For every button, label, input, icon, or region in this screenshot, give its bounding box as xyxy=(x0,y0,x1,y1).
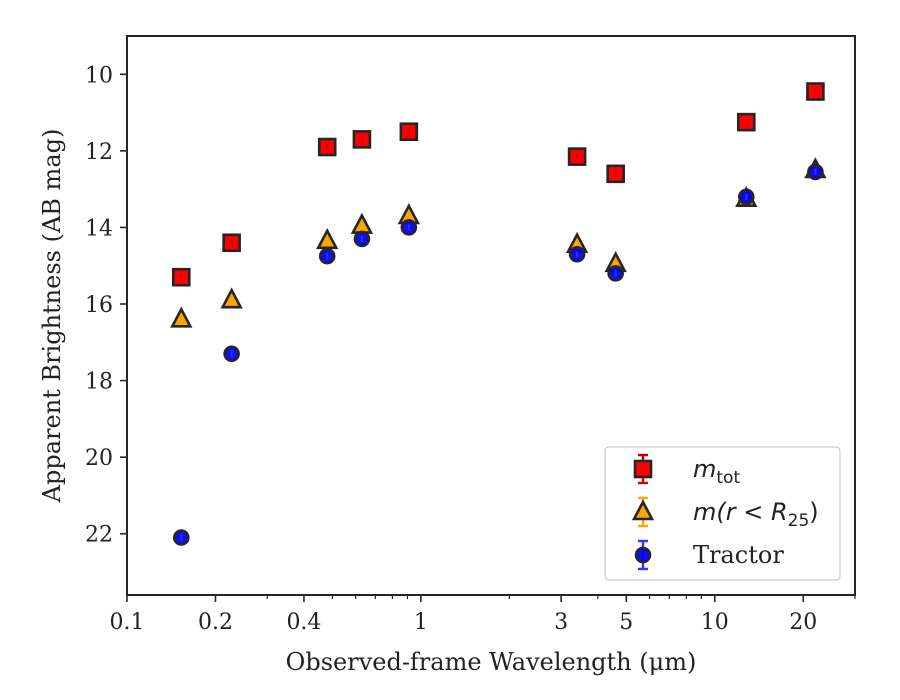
y-tick-label: 18 xyxy=(85,370,113,395)
x-tick-label: 0.1 xyxy=(110,610,145,635)
x-tick-label: 3 xyxy=(554,610,568,635)
legend-entry: m(r < R25) xyxy=(631,496,819,531)
y-tick-label: 16 xyxy=(85,293,113,318)
series-1-points xyxy=(170,157,827,328)
y-tick-label: 12 xyxy=(85,140,113,165)
legend-entry: Tractor xyxy=(634,539,784,571)
series-2-points xyxy=(172,163,824,546)
legend-entry: mtot xyxy=(633,453,740,488)
y-axis-label: Apparent Brightness (AB mag) xyxy=(38,129,66,504)
data-markers xyxy=(170,82,827,546)
y-tick-label: 20 xyxy=(85,446,113,471)
y-tick-label: 10 xyxy=(85,63,113,88)
legend-circle-marker xyxy=(634,546,652,564)
legend-label: mtot xyxy=(693,455,740,488)
y-tick-label: 14 xyxy=(85,216,113,241)
series-0-points xyxy=(171,82,825,287)
y-tick-label: 22 xyxy=(85,523,113,548)
legend: mtot m(r < R25) Tractor xyxy=(604,446,841,581)
x-tick-label: 10 xyxy=(701,610,729,635)
x-tick-label: 0.2 xyxy=(198,610,233,635)
legend-box xyxy=(604,446,841,581)
x-axis-label: Observed-frame Wavelength (μm) xyxy=(286,648,697,676)
x-tick-label: 1 xyxy=(414,610,428,635)
axis-tick-labels: 0.1 0.2 0.4 1 3 5 10 20 10 12 14 16 18 20 22 xyxy=(85,63,817,635)
plot-frame xyxy=(126,35,856,596)
legend-triangle-marker xyxy=(631,499,655,521)
x-tick-label: 5 xyxy=(619,610,633,635)
legend-square-marker xyxy=(633,459,653,479)
legend-label: m(r < R25) xyxy=(693,498,819,531)
legend-label: Tractor xyxy=(693,541,784,569)
x-tick-label: 20 xyxy=(789,610,817,635)
x-tick-label: 0.4 xyxy=(286,610,321,635)
